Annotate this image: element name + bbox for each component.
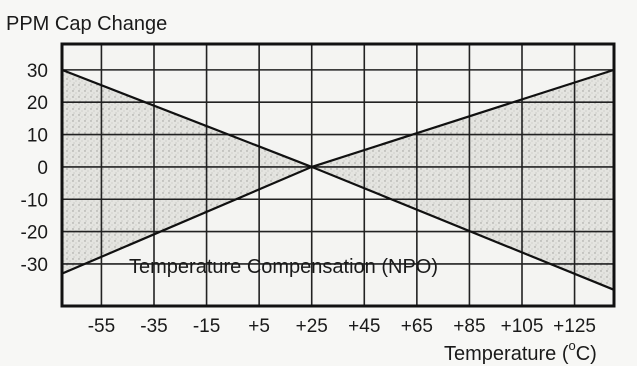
x-tick-label: -55 [88, 316, 115, 337]
y-tick-label: -10 [21, 190, 48, 211]
x-tick-label: +5 [248, 316, 270, 337]
tolerance-band [62, 69, 614, 290]
x-axis-ticks: -55 -35 -15 +5 +25 +45 +65 +85 +105 +125 [88, 316, 596, 337]
x-tick-label: +25 [296, 316, 328, 337]
plot-frame [60, 42, 616, 308]
gridlines [62, 44, 614, 306]
x-tick-label: -35 [140, 316, 167, 337]
series-line-2 [61, 165, 615, 291]
boundary-lines [61, 68, 615, 291]
x-tick-label: +125 [553, 316, 596, 337]
x-tick-label: +45 [348, 316, 380, 337]
y-tick-label: 30 [27, 61, 48, 82]
chart-title: PPM Cap Change [6, 13, 167, 35]
x-tick-label: +85 [453, 316, 485, 337]
y-tick-label: -30 [21, 255, 48, 276]
y-tick-label: 20 [27, 93, 48, 114]
tolerance-band-area [62, 69, 614, 290]
x-tick-label: -15 [193, 316, 220, 337]
annotation-label: Temperature Compensation (NPO) [129, 256, 438, 278]
x-axis-label: Temperature (oC) [444, 338, 597, 365]
y-axis-ticks: 30 20 10 0 -10 -20 -30 [21, 61, 48, 276]
y-tick-label: -20 [21, 223, 48, 244]
x-tick-label: +105 [501, 316, 544, 337]
x-tick-label: +65 [401, 316, 433, 337]
y-tick-label: 10 [27, 126, 48, 147]
y-tick-label: 0 [37, 158, 48, 179]
